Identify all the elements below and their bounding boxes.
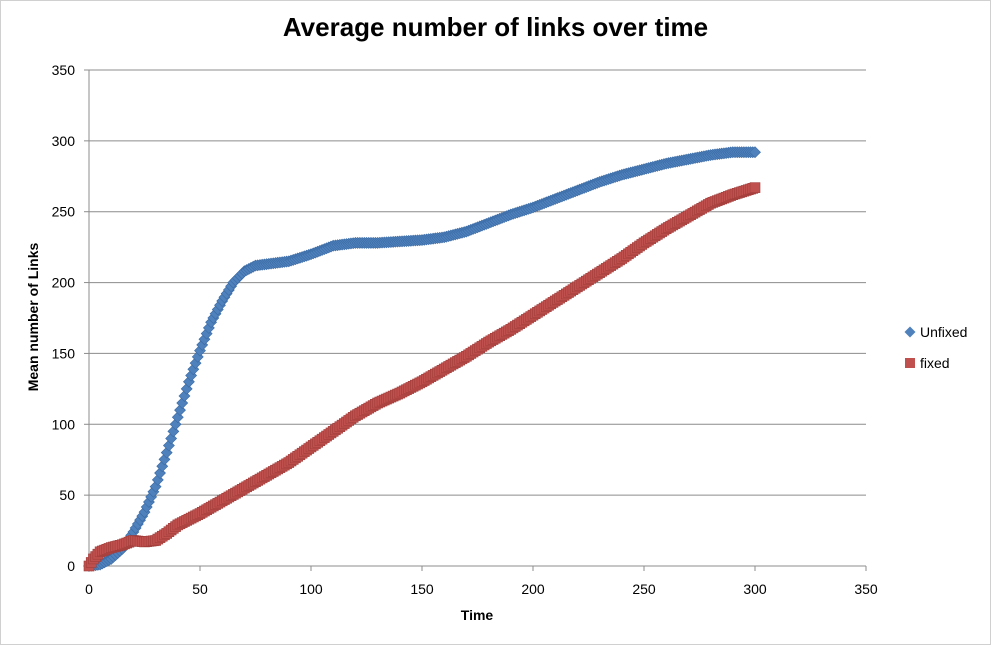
y-tick-label: 300 [52, 133, 76, 149]
y-axis-label: Mean number of Links [25, 243, 41, 392]
data-point [749, 182, 761, 193]
y-tick-label: 50 [59, 487, 75, 503]
y-tick-labels: 0 50 100 150 200 250 300 350 [52, 62, 89, 574]
grid-lines [89, 69, 866, 496]
y-tick-label: 250 [52, 204, 76, 220]
y-tick-label: 0 [67, 558, 75, 574]
legend-marker-fixed [905, 358, 915, 368]
x-tick-label: 100 [299, 581, 323, 597]
x-tick-label: 150 [410, 581, 434, 597]
y-tick-label: 200 [52, 275, 76, 291]
x-tick-labels: 0 50 100 150 200 250 300 350 [85, 566, 878, 597]
x-axis-label: Time [461, 607, 494, 623]
chart-title: Average number of links over time [282, 12, 709, 42]
series-layer [83, 146, 761, 572]
x-tick-label: 200 [521, 581, 545, 597]
x-tick-label: 50 [192, 581, 208, 597]
legend: Unfixed fixed [904, 324, 967, 371]
legend-label-unfixed: Unfixed [920, 324, 967, 340]
x-tick-label: 250 [632, 581, 656, 597]
series-fixed [83, 182, 761, 572]
x-tick-label: 0 [85, 581, 93, 597]
data-point [749, 146, 761, 159]
legend-label-fixed: fixed [920, 355, 950, 371]
y-tick-label: 100 [52, 416, 76, 432]
x-tick-label: 350 [854, 581, 878, 597]
axes [88, 70, 866, 567]
series-unfixed [83, 146, 761, 572]
y-tick-label: 150 [52, 345, 76, 361]
legend-marker-unfixed [904, 326, 916, 338]
y-tick-label: 350 [52, 62, 76, 78]
x-tick-label: 300 [743, 581, 767, 597]
